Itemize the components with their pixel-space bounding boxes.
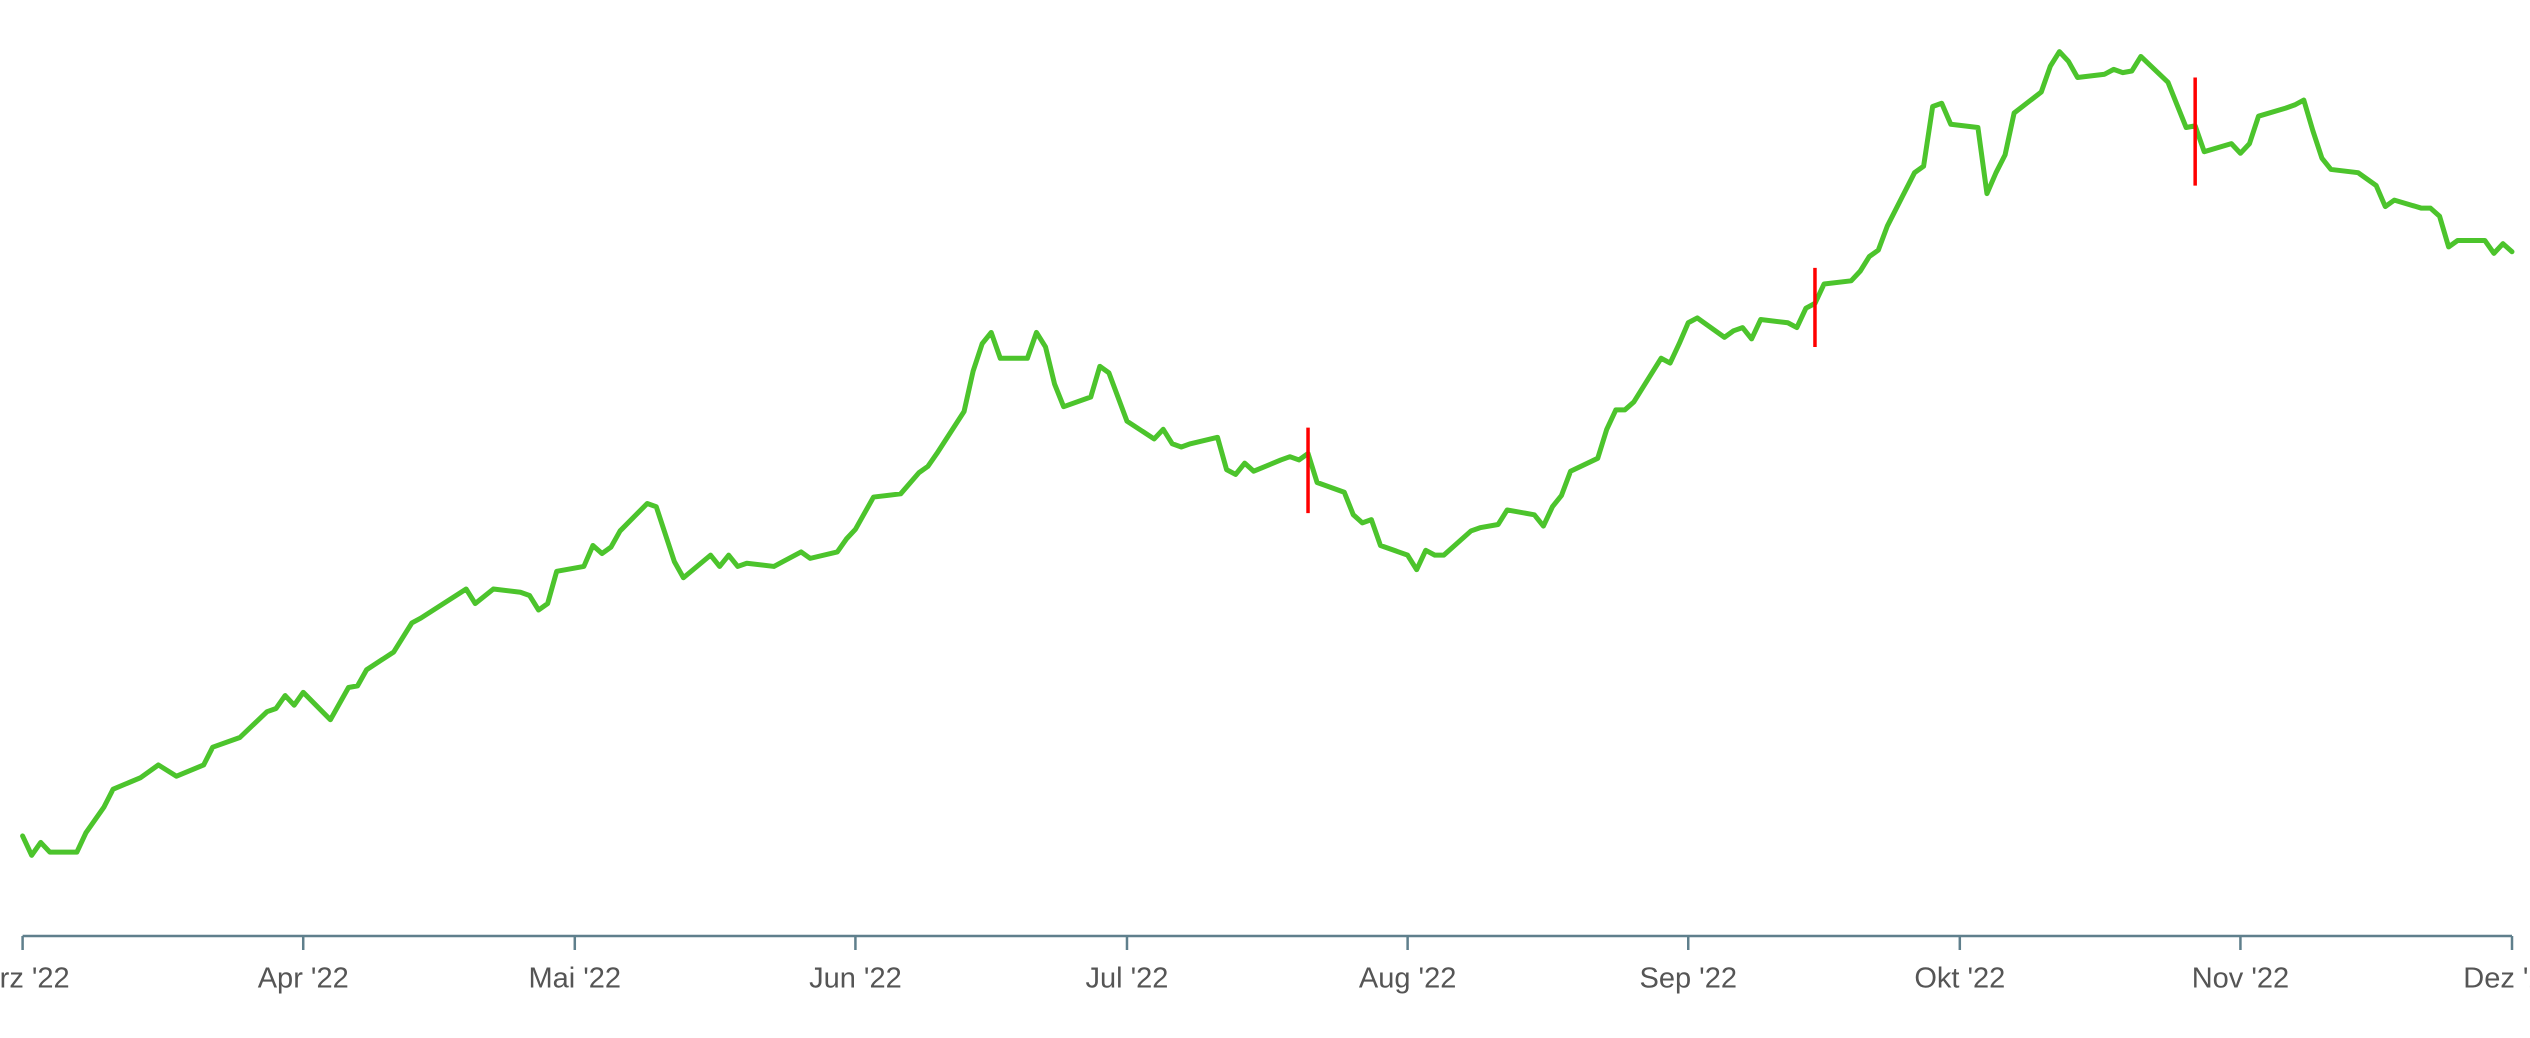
x-tick-label: Jul '22 [1086,963,1169,995]
x-tick-label: Nov '22 [2192,963,2289,995]
x-tick-label: Mai '22 [528,963,621,995]
x-tick-label: Okt '22 [1914,963,2005,995]
line-series [20,49,2515,858]
x-tick-label: Jun '22 [809,963,902,995]
x-tick-label: Mrz '22 [0,963,70,995]
x-tick-label: Sep '22 [1640,963,1737,995]
x-tick-label: Dez '22 [2463,963,2530,995]
x-tick-label: Apr '22 [258,963,349,995]
x-tick-label: Aug '22 [1359,963,1456,995]
